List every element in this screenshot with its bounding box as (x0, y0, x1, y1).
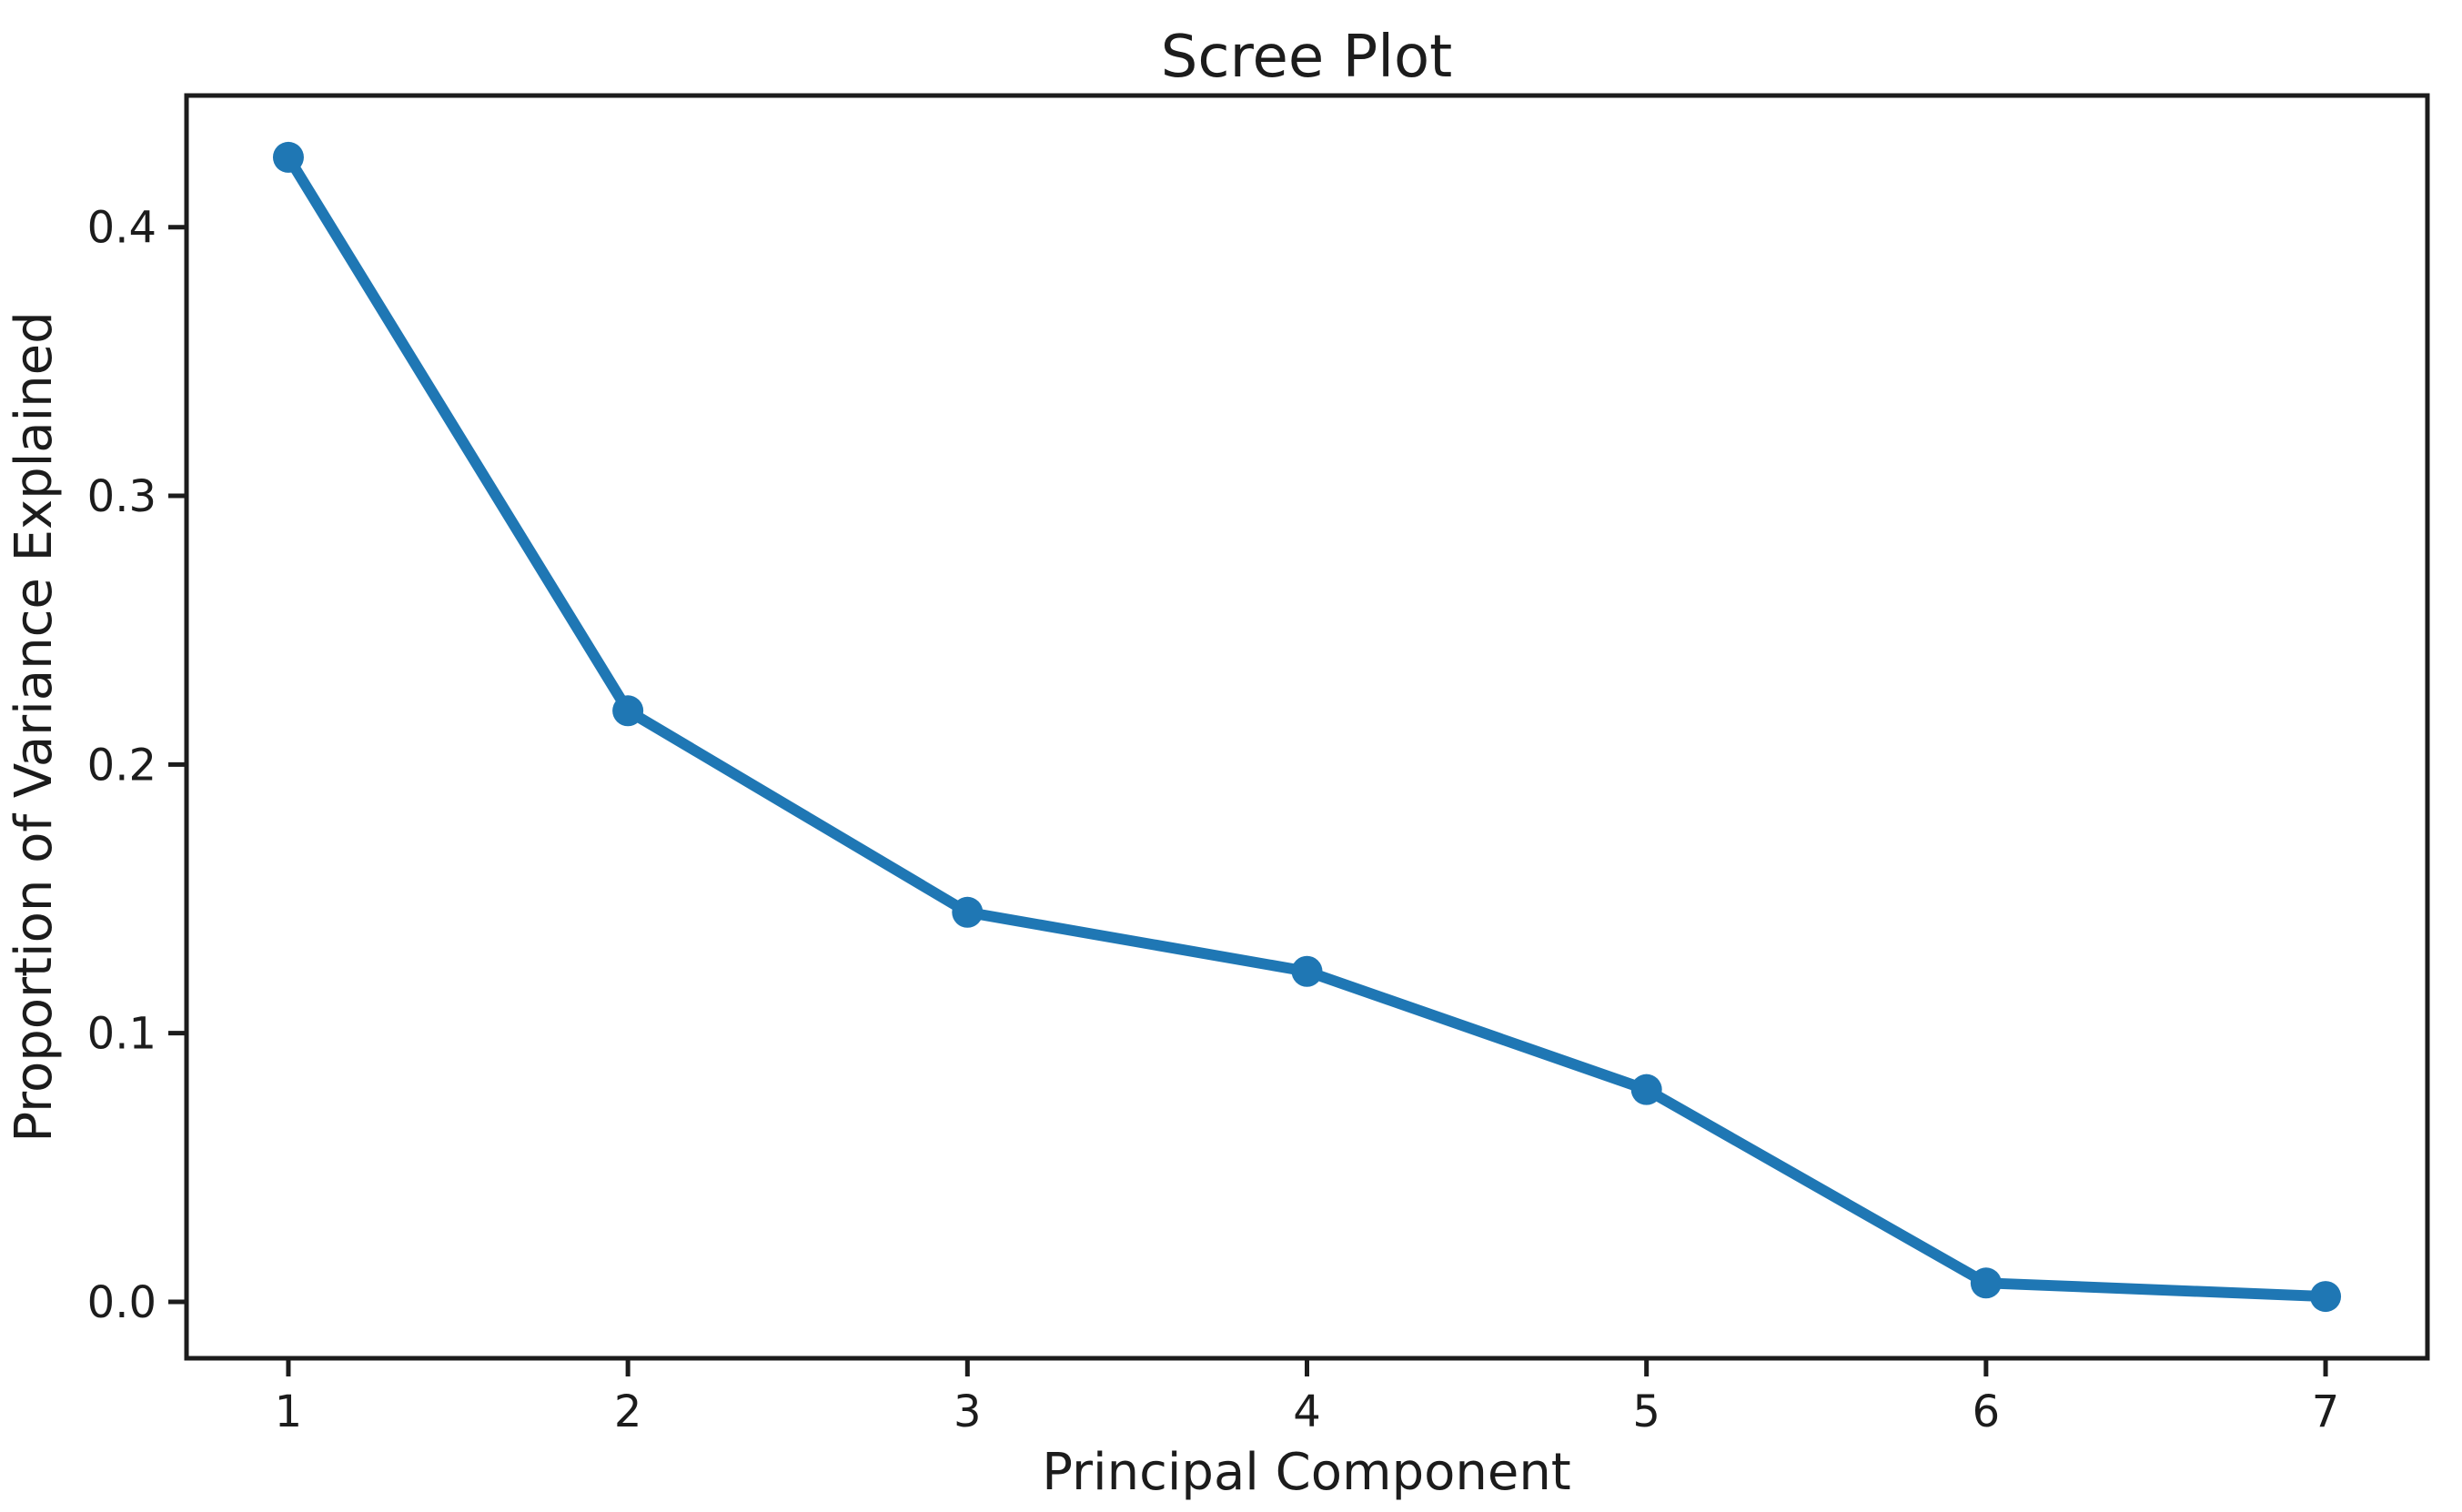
y-axis-ticks: 0.0 0.1 0.2 0.3 0.4 (87, 203, 187, 1328)
data-point-4 (1291, 955, 1323, 987)
plot-area (184, 93, 2430, 1361)
series-markers (272, 141, 2342, 1313)
chart-title: Scree Plot (1161, 24, 1452, 91)
x-axis-label: Principal Component (1042, 1443, 1571, 1502)
x-axis-ticks: 1 2 3 4 5 6 7 (275, 1358, 2340, 1437)
y-tick-label: 0.0 (87, 1277, 156, 1328)
data-point-7 (2310, 1281, 2342, 1313)
y-tick-label: 0.3 (87, 471, 156, 522)
y-tick-label: 0.1 (87, 1009, 156, 1060)
series-line (282, 151, 2332, 1303)
data-point-1 (272, 141, 304, 173)
data-point-6 (1970, 1267, 2002, 1299)
y-tick-label: 0.2 (87, 740, 156, 791)
data-point-2 (612, 695, 644, 727)
data-point-5 (1630, 1074, 1662, 1105)
x-tick-label: 5 (1632, 1386, 1660, 1437)
x-tick-label: 3 (954, 1386, 982, 1437)
x-tick-label: 6 (1973, 1386, 2001, 1437)
x-tick-label: 4 (1293, 1386, 1321, 1437)
x-tick-label: 7 (2312, 1386, 2340, 1437)
x-tick-label: 1 (275, 1386, 303, 1437)
data-point-3 (952, 896, 984, 928)
y-tick-label: 0.4 (87, 203, 156, 254)
y-axis-label: Proportion of Variance Explained (5, 311, 64, 1142)
x-tick-label: 2 (614, 1386, 642, 1437)
